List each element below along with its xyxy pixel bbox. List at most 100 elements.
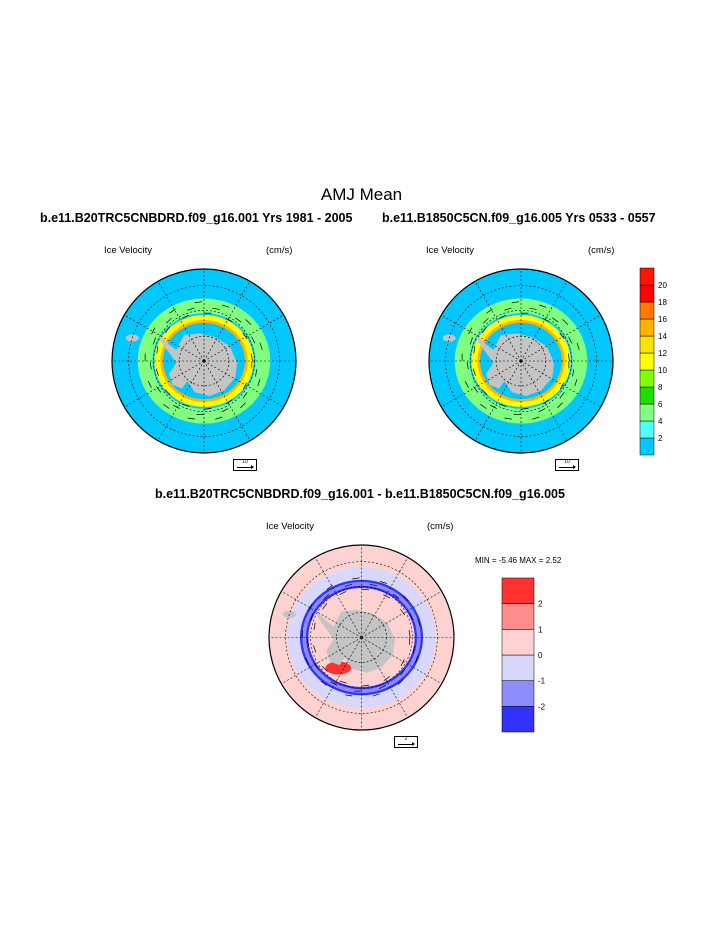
colorbar-swatch <box>639 386 655 405</box>
colorbar-swatch <box>501 577 535 604</box>
vector-arrow <box>320 680 327 686</box>
colorbar-swatch <box>501 706 535 733</box>
vector-arrow <box>313 662 319 670</box>
vector-arrow <box>483 317 489 324</box>
vector-arrow <box>372 693 380 697</box>
vector-arrow <box>245 319 252 325</box>
colorbar-swatch <box>501 603 535 630</box>
meridian-line <box>361 637 409 718</box>
vector-arrow <box>151 327 156 335</box>
field-label-right: Ice Velocity <box>426 245 475 256</box>
colorbar-tick-label: 20 <box>658 281 667 290</box>
colorbar-tick-label: 14 <box>658 332 667 341</box>
colorbar-tick-label: 1 <box>538 625 543 634</box>
vector-arrow <box>539 304 547 308</box>
meridian-line <box>203 360 251 441</box>
vector-arrow <box>490 404 497 409</box>
vector-arrow <box>215 416 223 420</box>
vector-arrow <box>392 593 400 599</box>
vector-arrow <box>187 417 195 420</box>
vector-arrow <box>255 369 258 377</box>
vector-arrow <box>322 666 328 672</box>
vector-arrow <box>400 609 406 616</box>
field-label-diff: Ice Velocity <box>266 521 315 532</box>
vector-arrow <box>568 336 573 344</box>
vector-arrow <box>529 307 537 310</box>
vector-arrow <box>542 399 550 405</box>
colorbar-tick-label: 0 <box>538 651 543 660</box>
panel-title-diff: b.e11.B20TRC5CNBDRD.f09_g16.001 - b.e11.… <box>155 487 565 501</box>
vector-arrow <box>344 694 353 697</box>
vector-arrow <box>166 317 172 324</box>
colorbar-swatch <box>639 267 655 286</box>
vector-arrow <box>165 326 170 334</box>
colorbar-swatch <box>501 654 535 681</box>
vector-arrow <box>222 304 230 308</box>
vector-arrow <box>330 681 338 686</box>
meridian-line <box>361 590 442 638</box>
colorbar-swatch <box>639 437 655 456</box>
vector-arrow <box>225 399 233 405</box>
map-border <box>428 268 614 454</box>
meridian-line <box>520 360 601 408</box>
latitude-circle <box>445 285 597 437</box>
latitude-circle <box>285 561 438 714</box>
vector-arrow <box>468 327 473 335</box>
vector-arrow <box>397 679 404 685</box>
vector-arrow <box>379 684 387 689</box>
meridian-line <box>520 281 568 362</box>
vector-arrow <box>250 353 253 361</box>
vector-arrow <box>369 584 378 587</box>
colorbar-swatch <box>639 403 655 422</box>
colorbar-tick-label: 10 <box>658 366 667 375</box>
vector-arrow <box>169 308 176 314</box>
vector-arrow <box>464 381 469 388</box>
antarctica-landmass <box>315 609 395 673</box>
vector-arrow <box>149 362 152 370</box>
vector-arrow <box>339 680 347 684</box>
colorbar-tick-label: 18 <box>658 298 667 307</box>
meridian-line <box>474 360 522 441</box>
vector-arrow <box>308 603 313 611</box>
colorbar-swatch <box>639 335 655 354</box>
vector-arrow <box>504 307 512 311</box>
vector-arrow <box>164 389 171 396</box>
colorbar-tick-label: 4 <box>658 417 663 426</box>
meridian-line <box>314 637 362 718</box>
meridian-line <box>361 557 409 638</box>
vector-arrow <box>562 319 569 325</box>
vector-arrow <box>538 408 546 413</box>
panel-title-left: b.e11.B20TRC5CNBDRD.f09_g16.001 Yrs 1981… <box>40 211 353 225</box>
vector-arrow <box>242 332 248 340</box>
vector-arrow <box>204 407 212 410</box>
reference-vector-label-diff: 2 <box>404 736 408 742</box>
reference-vector-label-left: 10 <box>242 459 248 465</box>
vector-arrow <box>542 318 550 323</box>
vector-arrow <box>155 368 159 376</box>
figure-title: AMJ Mean <box>320 185 403 204</box>
vector-arrow <box>481 389 488 396</box>
antarctica-landmass <box>475 333 555 396</box>
latitude-circle <box>153 310 255 412</box>
vector-arrow <box>173 404 180 409</box>
vector-arrow <box>521 407 529 410</box>
vector-arrow <box>344 583 353 587</box>
vector-arrow <box>182 403 190 407</box>
vector-arrow <box>379 580 387 584</box>
vector-arrow <box>403 595 409 602</box>
colorbar-swatch <box>639 284 655 303</box>
vector-arrow <box>408 612 413 620</box>
vector-arrow <box>473 346 476 354</box>
colorbar-tick-label: 16 <box>658 315 667 324</box>
meridian-line <box>474 281 522 362</box>
vector-arrow <box>352 577 360 580</box>
map-border <box>111 268 297 454</box>
vector-arrow <box>163 404 170 409</box>
meridian-line <box>157 281 205 362</box>
vector-arrow <box>156 346 159 354</box>
colorbar-swatch <box>501 680 535 707</box>
vector-arrow <box>383 594 391 599</box>
vector-arrow <box>417 619 421 627</box>
map-border <box>268 544 455 731</box>
vector-arrow <box>339 590 347 595</box>
